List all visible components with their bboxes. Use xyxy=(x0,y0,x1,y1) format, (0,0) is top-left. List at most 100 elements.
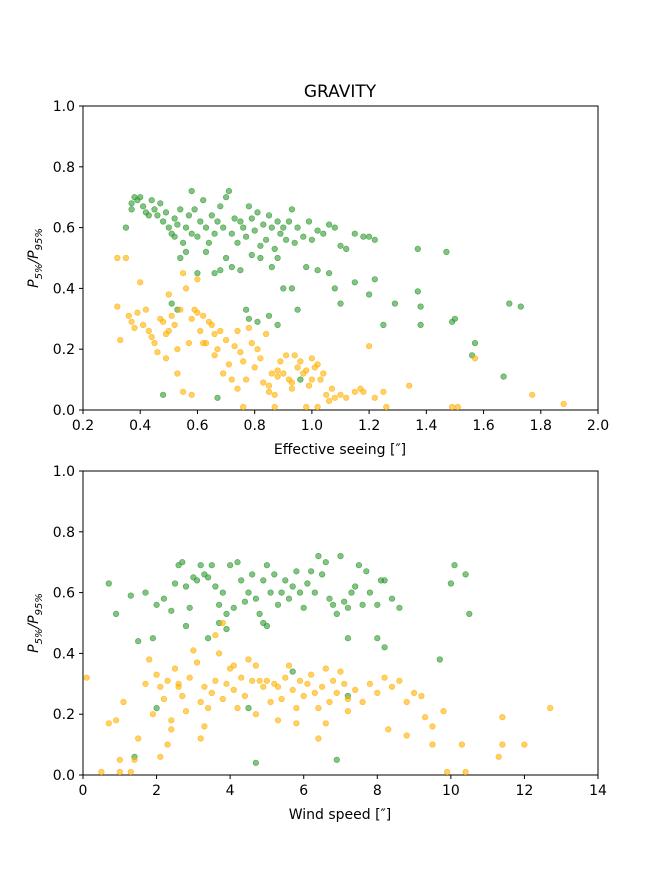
point-p1-s2-66 xyxy=(303,367,310,374)
x-tick-label-1-3: 0.8 xyxy=(244,418,266,434)
point-p1-s1-43 xyxy=(251,227,258,234)
point-p1-s1-100 xyxy=(371,276,378,283)
point-p1-s1-66 xyxy=(337,242,344,249)
point-p1-s2-83 xyxy=(406,382,413,389)
point-p1-s1-41 xyxy=(245,203,252,210)
x-axis-label-1: Effective seeing [″] xyxy=(274,442,406,458)
point-p2-s2-34 xyxy=(238,674,245,681)
point-p2-s2-15 xyxy=(168,717,175,724)
point-p1-s2-45 xyxy=(243,376,250,383)
point-p2-s2-60 xyxy=(333,689,340,697)
point-p2-s1-3 xyxy=(142,589,149,596)
point-p1-s1-16 xyxy=(174,221,181,228)
point-p2-s2-54 xyxy=(311,689,318,697)
point-p1-s2-14 xyxy=(154,349,161,356)
point-p2-s2-16 xyxy=(171,665,179,672)
point-p1-s1-57 xyxy=(291,239,298,246)
point-p1-s2-53 xyxy=(265,382,273,389)
point-p1-s1-103 xyxy=(414,288,421,295)
point-p2-s2-21 xyxy=(190,647,197,654)
point-p1-s1-20 xyxy=(185,212,192,219)
point-p1-s2-90 xyxy=(200,340,207,347)
point-p2-s2-103 xyxy=(462,768,469,776)
point-p1-s2-102 xyxy=(331,394,338,401)
point-p2-s2-81 xyxy=(168,726,175,733)
point-p2-s1-57 xyxy=(355,562,363,569)
point-p1-s1-116 xyxy=(194,270,201,277)
point-p2-s2-79 xyxy=(157,753,164,760)
point-p1-s1-95 xyxy=(326,270,333,277)
point-p1-s2-75 xyxy=(337,391,344,398)
point-p1-s2-56 xyxy=(274,367,281,374)
point-p2-s1-68 xyxy=(466,610,473,618)
point-p1-s2-30 xyxy=(200,312,207,319)
point-p1-s1-24 xyxy=(197,218,204,225)
point-p1-s1-62 xyxy=(314,227,321,234)
point-p2-s1-52 xyxy=(337,552,344,560)
point-p1-s1-102 xyxy=(391,300,399,307)
plot-panel-2: 0 2 4 6 8 10 12 14 0.0 0.2 0.4 0.6 0.8 1.0 Wind spee… xyxy=(26,464,607,823)
point-p2-s1-13 xyxy=(193,577,201,584)
point-p2-s1-23 xyxy=(230,604,237,611)
point-p1-s2-46 xyxy=(245,324,252,332)
point-p1-s1-51 xyxy=(274,218,281,225)
point-p2-s2-90 xyxy=(293,720,300,727)
point-p2-s2-25 xyxy=(205,704,212,712)
point-p1-s2-3 xyxy=(122,254,129,262)
y-axis-label-2: P5%/P95% xyxy=(26,593,45,653)
point-p1-s1-89 xyxy=(274,254,281,262)
point-p1-s2-84 xyxy=(162,355,170,362)
point-p1-s1-118 xyxy=(243,306,250,313)
x-tick-label-1-7: 1.6 xyxy=(472,418,494,434)
point-p2-s2-80 xyxy=(164,741,171,748)
point-p2-s2-59 xyxy=(330,677,337,684)
point-p2-s2-82 xyxy=(175,680,182,687)
point-p1-s2-57 xyxy=(277,358,284,365)
point-p1-s1-61 xyxy=(308,236,316,243)
point-p2-s1-20 xyxy=(219,589,226,596)
point-p1-s1-56 xyxy=(288,206,296,213)
point-p2-s2-30 xyxy=(223,680,230,687)
point-p2-s2-32 xyxy=(230,686,237,694)
y-tick-label-2-5: 1.0 xyxy=(53,464,75,480)
point-p2-s1-36 xyxy=(278,589,285,596)
point-p2-s2-7 xyxy=(135,735,142,742)
y-axis-label-main-1: P xyxy=(26,279,42,288)
point-p2-s2-73 xyxy=(418,692,425,700)
point-p1-s2-98 xyxy=(303,403,310,411)
point-p2-s2-37 xyxy=(249,677,256,684)
point-p1-s2-70 xyxy=(314,361,321,368)
point-p1-s1-15 xyxy=(171,215,178,222)
point-p2-s1-26 xyxy=(241,598,248,605)
point-p1-s1-22 xyxy=(191,206,198,213)
point-p2-s1-42 xyxy=(300,604,307,611)
point-p2-s2-66 xyxy=(366,680,374,687)
point-p1-s2-47 xyxy=(248,340,255,347)
point-p2-s1-74 xyxy=(223,625,230,633)
point-p1-s2-35 xyxy=(214,346,221,353)
y-axis-label-1: P5%/P95% xyxy=(26,228,45,288)
point-p2-s1-19 xyxy=(216,601,223,608)
point-p1-s2-85 xyxy=(165,327,172,335)
point-p1-s1-113 xyxy=(160,391,167,398)
point-p1-s2-95 xyxy=(271,403,278,411)
point-p2-s1-6 xyxy=(168,607,175,614)
point-p1-s2-67 xyxy=(305,382,313,389)
point-p2-s1-43 xyxy=(304,580,311,587)
point-p1-s1-64 xyxy=(326,221,333,228)
point-p1-s2-24 xyxy=(182,285,190,292)
point-p1-s1-58 xyxy=(294,224,301,231)
point-p2-s2-70 xyxy=(396,677,403,684)
point-p1-s1-71 xyxy=(371,236,378,243)
point-p2-s2-72 xyxy=(411,689,418,697)
point-p2-s1-69 xyxy=(135,638,142,645)
point-p2-s1-77 xyxy=(344,635,352,642)
point-p2-s2-58 xyxy=(326,698,333,706)
point-p1-s2-71 xyxy=(317,376,324,383)
point-p2-s1-61 xyxy=(374,601,381,608)
x-tick-label-2-7: 14 xyxy=(589,783,607,799)
point-p1-s1-96 xyxy=(331,285,338,292)
point-p1-s1-81 xyxy=(211,270,218,277)
point-p1-s2-1 xyxy=(114,303,121,310)
point-p2-s1-44 xyxy=(308,568,315,575)
